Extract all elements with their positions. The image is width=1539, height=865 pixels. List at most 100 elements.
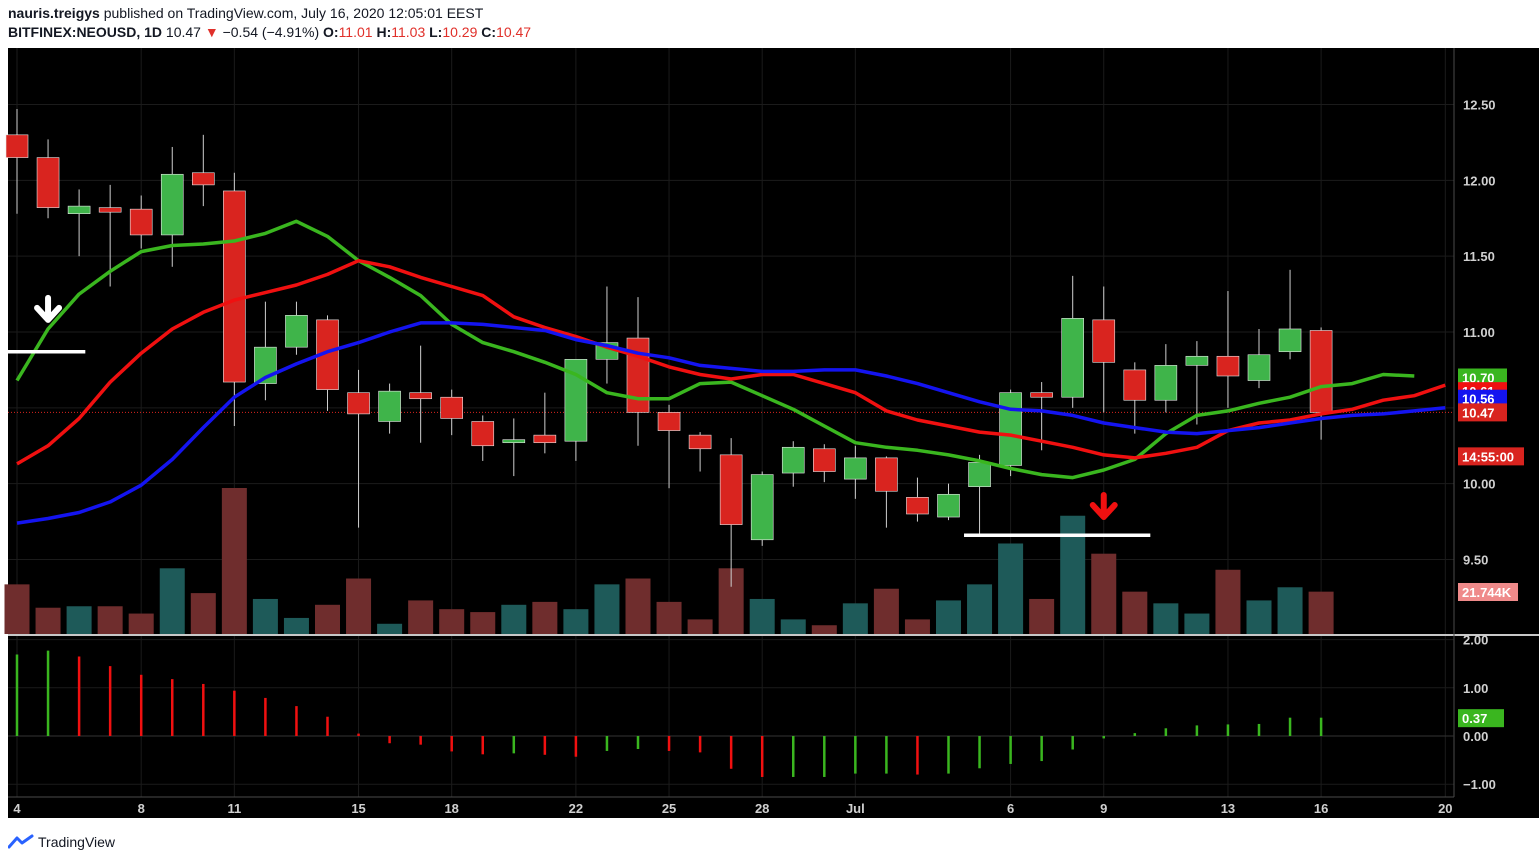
time-axis-label: 22	[569, 801, 583, 816]
price-tag-label: 14:55:00	[1462, 449, 1514, 464]
volume-bar	[283, 617, 309, 634]
volume-bar	[377, 623, 403, 634]
candle-body	[937, 493, 960, 518]
time-axis-label: Jul	[846, 801, 865, 816]
time-axis-label: 20	[1438, 801, 1452, 816]
down-triangle-icon: ▼	[204, 24, 219, 40]
candle-body	[1216, 355, 1240, 377]
candle-body	[285, 315, 308, 348]
osc-axis-label: 2.00	[1463, 633, 1488, 648]
candle-body	[1092, 319, 1116, 363]
volume-bar	[1184, 613, 1210, 634]
price-axis-label: 12.50	[1463, 98, 1496, 113]
price-axis-label: 10.00	[1463, 477, 1496, 492]
time-axis-label: 25	[662, 801, 676, 816]
volume-bar	[842, 603, 868, 634]
volume-bar	[190, 593, 216, 634]
volume-bar	[35, 607, 61, 634]
symbol-line: BITFINEX:NEOUSD, 1D 10.47 ▼ −0.54 (−4.91…	[8, 23, 531, 42]
volume-bar	[315, 604, 340, 634]
volume-bar	[904, 619, 930, 634]
volume-bar	[563, 609, 589, 634]
candle-body	[1309, 330, 1333, 413]
volume-bar	[97, 606, 123, 634]
volume-bar	[811, 625, 837, 634]
time-axis-background	[8, 797, 1539, 818]
candle-body	[719, 454, 743, 525]
price-axis-background	[1454, 48, 1539, 797]
candle-body	[223, 190, 246, 383]
price-tag-label: 10.47	[1462, 405, 1495, 420]
volume-bar	[159, 568, 185, 634]
candle-body	[844, 457, 867, 480]
arrow-down-icon	[1089, 492, 1118, 521]
time-axis-label: 9	[1100, 801, 1107, 816]
volume-bar	[408, 600, 434, 634]
volume-tag	[1458, 583, 1518, 601]
candle-body	[688, 434, 712, 450]
plot-background	[8, 48, 1454, 797]
candle-body	[502, 439, 526, 444]
time-axis-label: 11	[227, 801, 241, 816]
candle-body	[67, 205, 91, 215]
low-label: L:	[429, 24, 443, 40]
price-axis-label: 11.50	[1463, 249, 1495, 264]
author-name[interactable]: nauris.treigys	[8, 5, 100, 21]
candle-body	[750, 474, 774, 541]
open-value: 11.01	[338, 24, 373, 40]
candle-body	[875, 457, 898, 492]
volume-tag-label: 21.744K	[1462, 585, 1512, 600]
volume-bar	[998, 543, 1024, 634]
candle-body	[812, 448, 836, 472]
price-tag	[1458, 403, 1507, 422]
candle-body	[471, 421, 495, 447]
volume-bar	[221, 488, 247, 634]
volume-bar	[656, 601, 682, 634]
time-axis-label: 15	[351, 801, 365, 816]
candle-body	[378, 390, 401, 422]
candle-body	[1247, 354, 1271, 381]
moving-average-line	[15, 219, 1415, 480]
osc-axis-label: −1.00	[1463, 777, 1496, 792]
time-axis-label: 16	[1314, 801, 1328, 816]
volume-bar	[1122, 591, 1148, 634]
volume-bar	[873, 588, 899, 634]
price-axis-label: 12.00	[1463, 173, 1496, 188]
volume-bar	[1060, 515, 1086, 634]
symbol-label[interactable]: BITFINEX:NEOUSD, 1D	[8, 24, 163, 40]
price-tag	[1458, 447, 1524, 466]
volume-bar	[1029, 598, 1055, 634]
volume-bar	[346, 578, 372, 634]
volume-bar	[501, 604, 527, 634]
price-tag-label: 10.70	[1462, 371, 1495, 386]
time-axis-label: 18	[444, 801, 458, 816]
osc-axis-label: 1.00	[1463, 681, 1488, 696]
open-label: O:	[323, 24, 339, 40]
volume-bar	[1153, 603, 1179, 634]
arrow-down-icon	[34, 294, 63, 323]
volume-bar	[1246, 600, 1272, 634]
candle-body	[192, 172, 215, 186]
candle-body	[657, 412, 681, 431]
volume-bar	[1215, 569, 1241, 634]
candle-body	[5, 134, 29, 158]
volume-bar	[1308, 591, 1334, 634]
candle-body	[440, 396, 464, 419]
tradingview-footer[interactable]: TradingView	[8, 834, 115, 850]
volume-bar	[625, 578, 651, 634]
price-tag	[1458, 389, 1507, 408]
candle-body	[1030, 392, 1053, 398]
candle-body	[160, 173, 184, 236]
published-text: published on TradingView.com, July 16, 2…	[103, 5, 484, 21]
candle-body	[564, 358, 588, 442]
candle-body	[1123, 369, 1147, 401]
candle-body	[626, 337, 650, 413]
volume-bar	[594, 584, 620, 634]
candle-body	[1278, 328, 1302, 353]
close-value: 10.47	[496, 24, 532, 40]
volume-bar	[687, 619, 713, 634]
close-label: C:	[481, 24, 497, 40]
osc-axis-label: 0.00	[1463, 729, 1488, 744]
volume-bar	[66, 606, 92, 634]
